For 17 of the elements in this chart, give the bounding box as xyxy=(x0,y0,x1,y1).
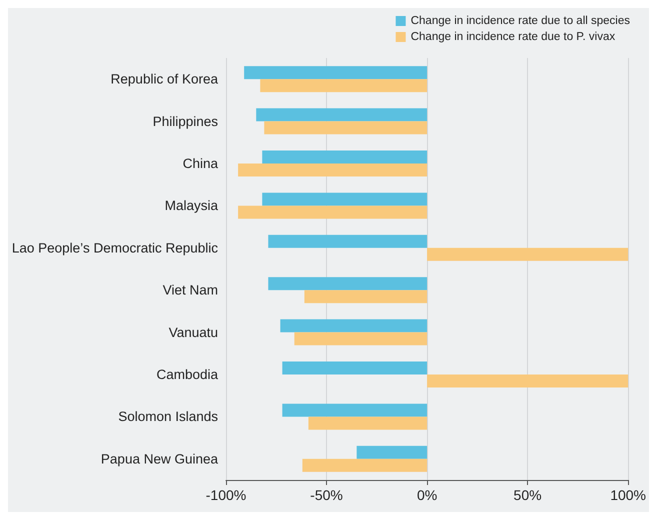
y-tick-label: Malaysia xyxy=(164,198,218,214)
y-tick-label: Vanuatu xyxy=(168,324,218,340)
y-tick-label: Solomon Islands xyxy=(118,409,218,424)
legend-label: Change in incidence rate due to P. vivax xyxy=(410,31,616,43)
x-tick-label: -50% xyxy=(310,487,343,503)
x-tick-label: -100% xyxy=(206,487,246,503)
y-tick-label: Republic of Korea xyxy=(110,72,218,87)
y-tick-label: Papua New Guinea xyxy=(100,451,218,466)
x-tick-label: 50% xyxy=(514,487,542,503)
y-tick-label: China xyxy=(182,156,218,171)
y-tick-label: Lao People’s Democratic Republic xyxy=(12,240,218,256)
x-tick-label: 0% xyxy=(416,487,438,503)
legend-label: Change in incidence rate due to all species xyxy=(410,15,630,27)
y-tick-label: Cambodia xyxy=(156,367,218,382)
y-tick-label: Philippines xyxy=(152,114,218,129)
y-tick-label: Viet Nam xyxy=(162,282,218,298)
x-tick-label: 100% xyxy=(610,487,646,503)
